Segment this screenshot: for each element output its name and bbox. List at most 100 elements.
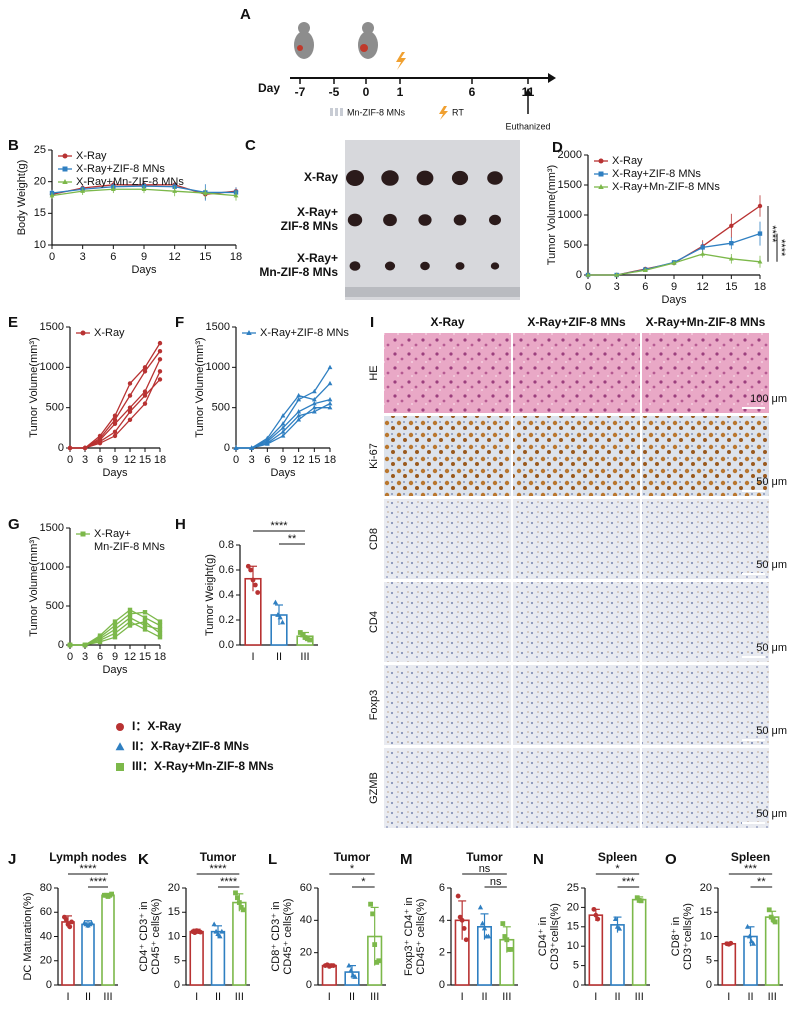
y-axis-label: CD45⁺ cells(%)	[415, 898, 427, 974]
significance-label: *	[615, 863, 620, 875]
data-point	[142, 393, 148, 398]
data-point	[300, 632, 306, 638]
data-point	[142, 619, 148, 624]
panel-label: K	[138, 851, 149, 868]
legend-marker	[598, 184, 604, 189]
y-tick-label: 6	[439, 882, 445, 894]
data-point	[766, 907, 772, 913]
x-tick-label: I	[251, 651, 254, 663]
legend-marker	[598, 171, 604, 177]
x-tick-label: 9	[280, 454, 286, 466]
micrograph	[384, 499, 511, 579]
micrograph	[384, 582, 511, 662]
y-tick-label: 20	[700, 882, 712, 894]
legend-label: X-Ray+ZIF-8 MNs	[260, 327, 349, 339]
x-tick-label: 12	[697, 281, 709, 293]
data-point	[238, 905, 244, 910]
x-tick-label: 3	[614, 281, 620, 293]
significance-label: ****	[89, 876, 107, 888]
data-point	[372, 942, 378, 947]
legend-label: Mn-ZIF-8 MNs	[94, 541, 165, 553]
x-tick-label: 3	[80, 251, 86, 263]
x-tick-label: I	[594, 991, 597, 1003]
data-point	[729, 223, 734, 228]
y-tick-label: 0	[576, 269, 582, 281]
x-tick-label: I	[727, 991, 730, 1003]
micrograph	[384, 416, 511, 496]
rt-icon	[439, 106, 448, 120]
y-tick-label: 0.0	[219, 639, 234, 651]
panel-label: C	[245, 137, 256, 154]
data-point	[235, 895, 240, 901]
y-tick-label: 40	[40, 930, 52, 942]
chart-title: Tumor	[200, 850, 237, 864]
data-point	[127, 409, 133, 414]
data-point	[112, 635, 118, 640]
photo-row-label: X-Ray	[304, 170, 338, 184]
x-tick-label: I	[195, 991, 198, 1003]
data-point	[502, 934, 508, 939]
y-tick-label: 0	[58, 639, 64, 651]
data-point	[127, 619, 133, 624]
y-axis-label: CD45⁺ cells(%)	[150, 898, 162, 974]
micrograph	[642, 499, 769, 579]
mouse-icon	[294, 31, 314, 59]
legend-marker	[598, 158, 604, 164]
day-label: Day	[258, 81, 280, 95]
data-point	[348, 967, 354, 973]
data-point	[264, 435, 270, 441]
micrograph	[513, 333, 640, 413]
photo-row-label: X-Ray+	[297, 251, 338, 265]
data-point	[279, 619, 286, 625]
data-point	[142, 389, 148, 394]
y-tick-label: 5	[706, 955, 712, 967]
data-point	[296, 396, 302, 402]
x-tick-label: 6	[642, 281, 648, 293]
tumor	[451, 170, 469, 186]
tumor	[418, 214, 432, 226]
data-point	[297, 630, 303, 635]
y-tick-label: 0	[439, 979, 445, 991]
data-point	[461, 926, 467, 931]
data-point	[127, 405, 133, 410]
legend-label: X-Ray+ZIF-8 MNs	[76, 163, 165, 175]
y-tick-label: 500	[46, 402, 64, 414]
y-tick-label: 0	[58, 442, 64, 454]
row-label: GZMB	[368, 772, 380, 804]
data-point	[127, 607, 133, 613]
data-point	[757, 259, 763, 264]
micrograph	[642, 748, 769, 828]
data-point	[240, 907, 246, 913]
tumor	[349, 261, 361, 271]
y-tick-label: 20	[300, 947, 312, 959]
data-point	[217, 933, 223, 939]
tumor	[346, 170, 364, 186]
data-point	[327, 396, 333, 402]
y-tick-label: 25	[34, 144, 46, 156]
end-arrow	[524, 88, 532, 96]
x-tick-label: II	[481, 991, 487, 1003]
x-tick-label: I	[328, 991, 331, 1003]
y-tick-label: 0	[573, 979, 579, 991]
data-point	[744, 923, 751, 929]
data-point	[485, 933, 492, 939]
y-tick-label: 40	[300, 914, 312, 926]
significance-label: **	[757, 876, 766, 888]
significance-label: ***	[744, 863, 758, 875]
data-point	[729, 241, 734, 246]
x-tick-label: 9	[671, 281, 677, 293]
data-point	[307, 637, 313, 643]
data-point	[296, 417, 302, 422]
data-point	[700, 245, 705, 250]
tumor-icon	[297, 45, 303, 51]
data-point	[157, 369, 163, 374]
bar	[101, 894, 115, 986]
legend-marker	[62, 153, 68, 159]
data-point	[280, 413, 286, 418]
data-point	[455, 893, 461, 899]
data-point	[772, 919, 778, 925]
panel-label: O	[665, 851, 677, 868]
tumor	[489, 214, 501, 226]
x-tick-label: 0	[585, 281, 591, 293]
y-tick-label: 10	[34, 239, 46, 251]
